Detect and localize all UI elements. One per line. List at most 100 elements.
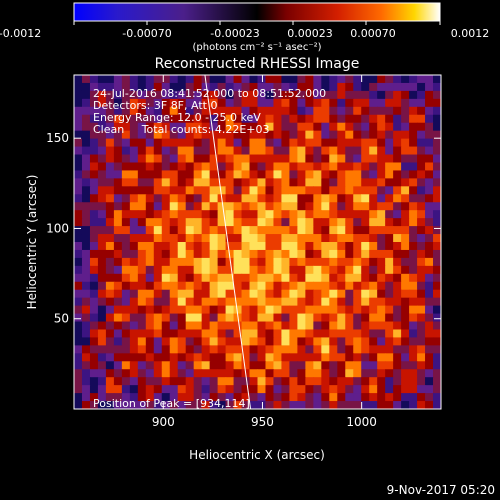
heatmap-cell xyxy=(225,329,235,339)
heatmap-cell xyxy=(281,186,291,195)
heatmap-cell xyxy=(241,82,251,92)
heatmap-cell xyxy=(433,138,441,148)
heatmap-cell xyxy=(377,377,386,386)
heatmap-cell xyxy=(74,377,83,386)
heatmap-cell xyxy=(225,297,235,307)
heatmap-cell xyxy=(113,337,123,346)
heatmap-cell xyxy=(297,138,306,148)
heatmap-cell xyxy=(353,234,362,243)
heatmap-cell xyxy=(217,265,227,275)
heatmap-cell xyxy=(201,234,211,243)
heatmap-cell xyxy=(89,361,99,370)
heatmap-cell xyxy=(233,162,243,172)
heatmap-cell xyxy=(137,337,147,346)
heatmap-cell xyxy=(273,82,283,92)
heatmap-cell xyxy=(321,194,330,203)
heatmap-cell xyxy=(121,146,131,156)
heatmap-cell xyxy=(177,265,187,275)
heatmap-cell xyxy=(337,138,346,148)
heatmap-cell xyxy=(249,273,259,283)
heatmap-cell xyxy=(433,202,441,211)
heatmap-cell xyxy=(313,345,322,354)
heatmap-cell xyxy=(241,162,251,172)
heatmap-cell xyxy=(321,75,330,84)
heatmap-cell xyxy=(265,401,275,409)
heatmap-cell xyxy=(81,194,91,203)
heatmap-cell xyxy=(209,329,219,339)
heatmap-cell xyxy=(249,337,259,346)
heatmap-cell xyxy=(329,377,338,386)
heatmap-cell xyxy=(409,401,418,409)
heatmap-cell xyxy=(409,249,418,259)
heatmap-cell xyxy=(257,289,267,299)
heatmap-cell xyxy=(169,82,179,92)
heatmap-cell xyxy=(185,265,195,275)
heatmap-cell xyxy=(409,329,418,339)
heatmap-cell xyxy=(337,178,346,187)
heatmap-cell xyxy=(273,202,283,211)
heatmap-cell xyxy=(425,377,434,386)
heatmap-cell xyxy=(161,82,171,92)
heatmap-cell xyxy=(329,186,338,195)
heatmap-cell xyxy=(153,162,163,172)
heatmap-cell xyxy=(169,393,179,402)
heatmap-cell xyxy=(185,202,195,211)
heatmap-cell xyxy=(337,234,346,243)
heatmap-cell xyxy=(129,202,139,211)
heatmap-cell xyxy=(137,249,147,259)
heatmap-cell xyxy=(161,289,171,299)
heatmap-cell xyxy=(385,297,394,307)
x-tick-label: 900 xyxy=(152,415,175,429)
heatmap-cell xyxy=(273,393,283,402)
heatmap-cell xyxy=(369,90,378,100)
heatmap-cell xyxy=(153,281,163,291)
heatmap-cell xyxy=(281,178,291,187)
heatmap-cell xyxy=(401,401,410,409)
heatmap-cell xyxy=(393,257,402,267)
heatmap-cell xyxy=(233,242,243,251)
heatmap-cell xyxy=(345,321,354,331)
heatmap-cell xyxy=(105,337,115,346)
heatmap-cell xyxy=(169,313,179,323)
heatmap-cell xyxy=(297,353,306,362)
heatmap-cell xyxy=(329,321,338,331)
heatmap-cell xyxy=(289,289,298,299)
heatmap-cell xyxy=(121,289,131,299)
heatmap-cell xyxy=(265,369,275,378)
heatmap-cell xyxy=(193,305,203,315)
heatmap-cell xyxy=(329,178,338,187)
heatmap-cell xyxy=(393,75,402,84)
heatmap-cell xyxy=(313,234,322,243)
heatmap-cell xyxy=(297,130,306,140)
heatmap-cell xyxy=(385,98,394,108)
heatmap-cell xyxy=(153,369,163,378)
heatmap-cell xyxy=(297,90,306,100)
heatmap-cell xyxy=(137,162,147,172)
heatmap-cell xyxy=(169,202,179,211)
heatmap-cell xyxy=(409,162,418,172)
heatmap-cell xyxy=(97,162,107,172)
heatmap-cell xyxy=(89,226,99,235)
heatmap-cell xyxy=(361,154,370,164)
heatmap-cell xyxy=(193,281,203,291)
heatmap-cell xyxy=(105,329,115,339)
heatmap-cell xyxy=(393,361,402,370)
heatmap-cell xyxy=(105,289,115,299)
heatmap-cell xyxy=(313,401,322,409)
heatmap-cell xyxy=(74,273,83,283)
heatmap-cell xyxy=(105,162,115,172)
heatmap-cell xyxy=(385,138,394,148)
heatmap-cell xyxy=(345,337,354,346)
heatmap-cell xyxy=(377,138,386,148)
heatmap-cell xyxy=(297,329,306,339)
heatmap-cell xyxy=(401,82,410,92)
heatmap-cell xyxy=(81,106,91,116)
heatmap-cell xyxy=(137,297,147,307)
heatmap-cell xyxy=(241,361,251,370)
heatmap-cell xyxy=(113,146,123,156)
heatmap-cell xyxy=(265,305,275,315)
heatmap-cell xyxy=(129,329,139,339)
heatmap-cell xyxy=(209,321,219,331)
heatmap-cell xyxy=(337,393,346,402)
heatmap-cell xyxy=(145,297,155,307)
